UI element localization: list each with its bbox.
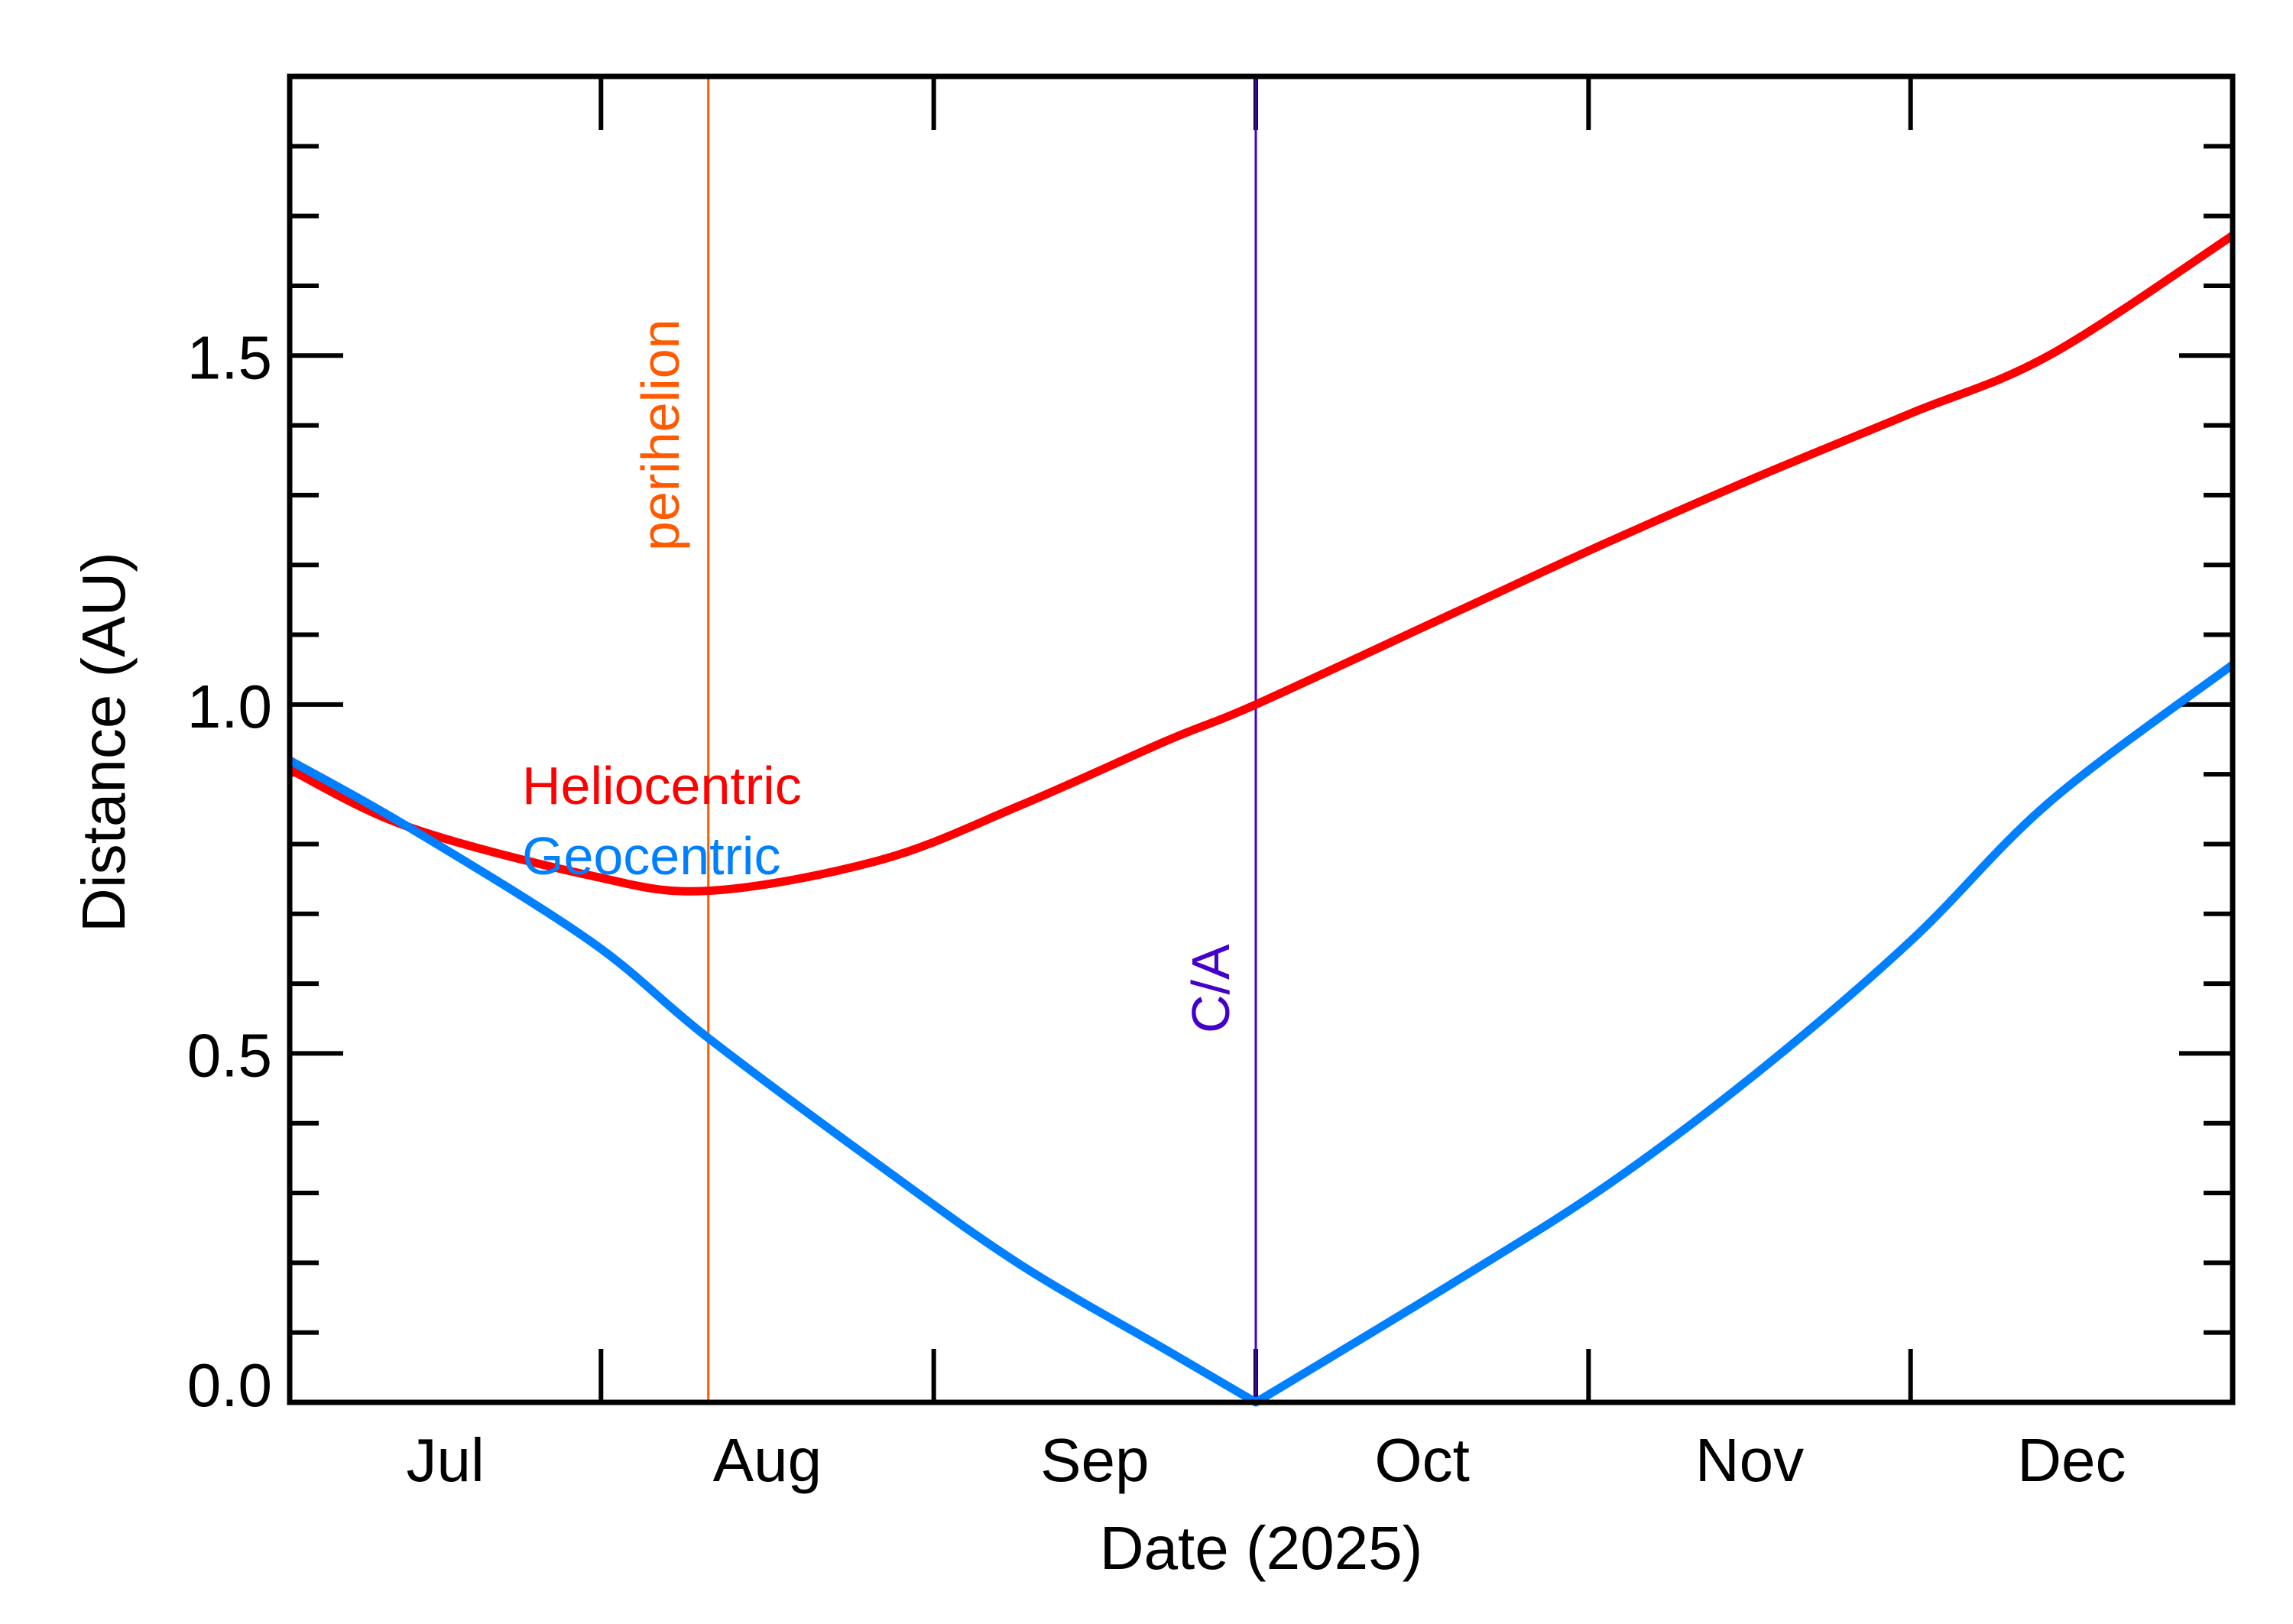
x-tick-label: Nov <box>1695 1426 1804 1494</box>
y-tick-label: 1.5 <box>187 323 272 391</box>
x-tick-label: Aug <box>713 1426 822 1494</box>
x-tick-label: Dec <box>2017 1426 2126 1494</box>
y-tick-label: 0.5 <box>187 1021 272 1089</box>
x-tick-label: Sep <box>1040 1426 1149 1494</box>
plot-frame <box>287 73 2236 1405</box>
x-tick-label: Jul <box>407 1426 485 1494</box>
axis-ticks <box>290 74 2233 1405</box>
legend-geocentric: Geocentric <box>522 826 780 886</box>
series-heliocentric <box>287 232 2236 896</box>
y-tick-label: 0.0 <box>187 1351 272 1419</box>
y-axis-title: Distance (AU) <box>70 552 138 932</box>
x-axis-title: Date (2025) <box>1100 1514 1422 1582</box>
perihelion-label: perihelion <box>631 319 690 551</box>
legend-heliocentric: Heliocentric <box>522 756 802 815</box>
series-lines <box>287 232 2236 1407</box>
closest-approach-label: C/A <box>1181 944 1241 1033</box>
event-lines <box>707 76 1257 1402</box>
y-tick-label: 1.0 <box>187 673 272 741</box>
x-tick-label: Oct <box>1374 1426 1469 1494</box>
x-tick-labels: Jul Aug Sep Oct Nov Dec <box>407 1426 2126 1494</box>
y-tick-labels: 0.0 0.5 1.0 1.5 <box>187 323 272 1419</box>
